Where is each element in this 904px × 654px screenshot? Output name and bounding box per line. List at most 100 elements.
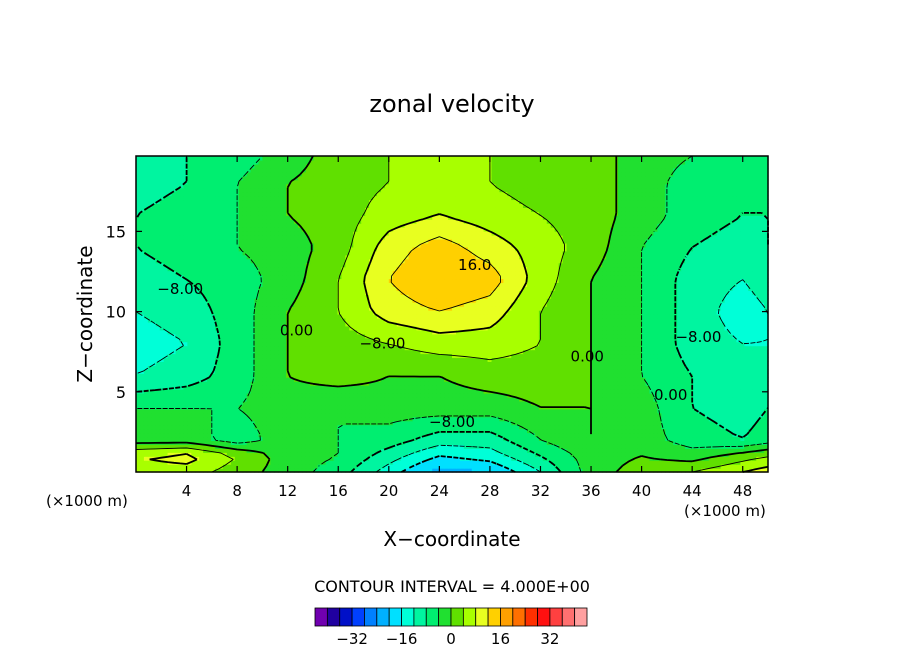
field-cell [262, 464, 267, 469]
field-cell [673, 353, 678, 359]
field-cell [452, 448, 457, 453]
field-cell [353, 428, 358, 434]
field-cell [155, 468, 161, 473]
field-cell [136, 460, 141, 465]
field-cell [384, 464, 390, 469]
field-cell [380, 432, 386, 438]
field-cell [432, 381, 437, 386]
field-cell [361, 464, 366, 469]
field-cell [515, 404, 520, 410]
field-cell [546, 436, 552, 441]
field-cell [732, 448, 737, 453]
field-cell [313, 428, 319, 434]
field-cell [361, 408, 366, 414]
field-cell [357, 393, 362, 398]
field-cell [586, 381, 591, 386]
field-cell [681, 452, 686, 457]
field-cell [234, 452, 240, 457]
field-cell [151, 381, 157, 386]
field-cell [301, 389, 307, 394]
field-cell [752, 349, 757, 355]
field-cell [467, 400, 473, 406]
field-cell [428, 357, 433, 362]
field-cell [282, 440, 287, 445]
field-cell [353, 412, 358, 418]
field-cell [230, 428, 236, 434]
field-cell [179, 404, 184, 410]
field-cell [499, 377, 504, 382]
field-cell [558, 416, 564, 422]
field-cell [534, 357, 540, 362]
field-cell [744, 361, 749, 366]
field-cell [392, 408, 398, 414]
field-cell [752, 396, 757, 402]
field-cell [546, 428, 552, 434]
field-cell [554, 369, 560, 374]
field-cell [625, 381, 631, 386]
field-cell [266, 468, 271, 473]
field-cell [546, 452, 552, 457]
field-cell [720, 396, 726, 402]
field-cell [629, 404, 635, 410]
field-cell [673, 440, 678, 445]
field-cell [175, 349, 181, 355]
field-cell [147, 416, 153, 422]
field-cell [317, 353, 323, 359]
field-cell [337, 468, 342, 473]
field-cell [384, 432, 390, 438]
field-cell [207, 420, 212, 426]
field-cell [278, 412, 283, 418]
field-cell [590, 456, 595, 461]
field-cell [226, 349, 232, 355]
field-cell [171, 373, 177, 378]
field-cell [696, 428, 702, 434]
field-cell [534, 416, 540, 422]
field-cell [242, 460, 248, 465]
field-cell [764, 440, 769, 445]
field-cell [436, 456, 441, 461]
field-cell [511, 416, 516, 422]
field-cell [720, 393, 726, 398]
field-cell [645, 361, 651, 366]
field-cell [187, 432, 192, 438]
field-cell [175, 468, 181, 473]
field-cell [392, 393, 398, 398]
field-cell [365, 393, 370, 398]
field-cell [151, 357, 157, 362]
field-cell [365, 396, 370, 402]
field-cell [598, 385, 603, 390]
field-cell [606, 464, 611, 469]
field-cell [376, 349, 382, 355]
field-cell [207, 424, 212, 430]
field-cell [673, 389, 678, 394]
field-cell [558, 353, 564, 359]
field-cell [313, 424, 319, 430]
field-cell [586, 377, 591, 382]
field-cell [507, 412, 512, 418]
field-cell [238, 353, 244, 359]
field-cell [760, 353, 765, 359]
field-cell [305, 357, 311, 362]
field-cell [578, 448, 583, 453]
field-cell [159, 353, 165, 359]
field-cell [139, 377, 145, 382]
field-cell [365, 349, 370, 355]
field-cell [598, 393, 603, 398]
field-cell [736, 456, 741, 461]
field-cell [503, 448, 508, 453]
field-cell [211, 424, 216, 430]
field-cell [700, 428, 706, 434]
field-cell [416, 464, 421, 469]
field-cell [404, 361, 410, 366]
field-cell [677, 456, 682, 461]
field-cell [712, 400, 718, 406]
field-cell [479, 428, 485, 434]
field-cell [297, 432, 303, 438]
field-cell [661, 365, 666, 370]
field-cell [238, 436, 244, 441]
field-cell [301, 448, 307, 453]
field-cell [301, 464, 307, 469]
field-cell [594, 420, 599, 426]
field-cell [297, 349, 303, 355]
field-cell [179, 393, 184, 398]
